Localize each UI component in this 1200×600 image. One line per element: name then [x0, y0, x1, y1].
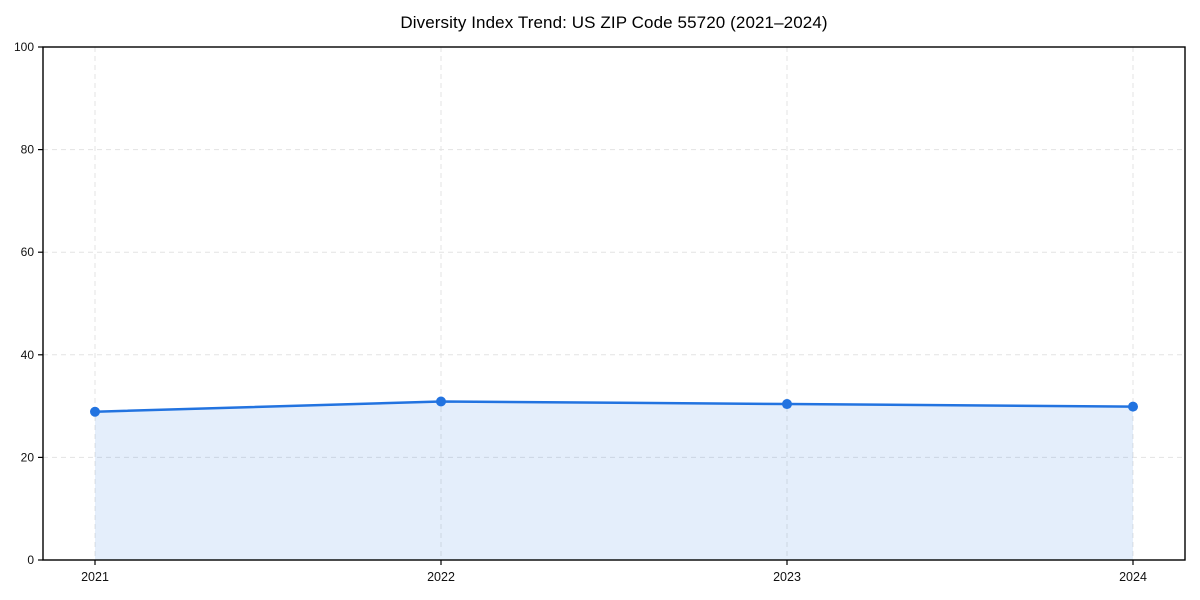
data-point-2022	[436, 396, 446, 407]
y-tick-label-40: 40	[21, 348, 35, 362]
data-point-2024	[1128, 401, 1138, 412]
y-tick-label-60: 60	[21, 245, 35, 259]
x-tick-label-2024: 2024	[1119, 570, 1147, 584]
area-fill	[95, 401, 1133, 560]
x-tick-label-2023: 2023	[773, 570, 801, 584]
chart-title: Diversity Index Trend: US ZIP Code 55720…	[400, 13, 828, 32]
data-point-2021	[90, 406, 100, 417]
y-tick-label-20: 20	[21, 450, 35, 464]
y-tick-label-100: 100	[14, 40, 34, 54]
x-tick-label-2021: 2021	[81, 570, 109, 584]
y-tick-label-80: 80	[21, 143, 35, 157]
x-tick-label-2022: 2022	[427, 570, 455, 584]
y-tick-label-0: 0	[27, 553, 34, 567]
data-point-2023	[782, 399, 792, 410]
plot-frame	[42, 46, 1186, 561]
trend-line	[93, 400, 1135, 413]
plot-area	[43, 47, 1185, 560]
